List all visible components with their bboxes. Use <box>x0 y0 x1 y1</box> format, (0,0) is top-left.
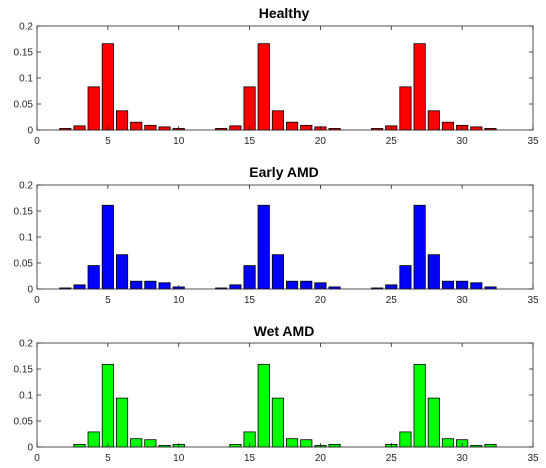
bar <box>399 265 412 290</box>
bar <box>300 280 313 290</box>
bar <box>144 280 157 290</box>
bar <box>470 282 483 290</box>
bar <box>413 363 426 448</box>
bar <box>87 265 100 290</box>
panel-title: Early AMD <box>249 164 319 180</box>
panel-wet-amd: Wet AMD 0 5 10 15 20 25 30 35 0 0.05 0.1 0.15 0.2 <box>14 323 539 464</box>
y-tick-label: 0.1 <box>19 391 33 402</box>
x-tick-label: 15 <box>244 453 256 464</box>
bar <box>257 204 270 290</box>
y-tick-label: 0.05 <box>14 417 34 428</box>
x-tick-label: 35 <box>527 453 539 464</box>
y-tick-label: 0.15 <box>14 207 34 218</box>
bar <box>229 284 242 290</box>
x-tick-label: 10 <box>173 453 185 464</box>
bar <box>286 121 299 131</box>
x-tick-label: 5 <box>105 136 111 147</box>
bar <box>441 438 455 448</box>
bar <box>286 280 299 290</box>
bar <box>257 363 270 448</box>
y-tick-label: 0 <box>27 443 33 454</box>
bar <box>101 43 114 131</box>
y-tick-label: 0.15 <box>14 365 34 376</box>
bar <box>115 254 129 290</box>
panel-healthy: Healthy 0 5 10 15 20 25 30 35 0 0.05 0.1 0.15 0.2 <box>14 5 539 147</box>
bar <box>300 439 313 448</box>
bar <box>271 254 284 290</box>
y-tick-label: 0 <box>27 126 33 137</box>
x-tick-label: 20 <box>315 295 327 306</box>
bar <box>300 124 313 131</box>
bar <box>101 363 114 448</box>
bar <box>441 121 455 131</box>
x-tick-label: 35 <box>527 136 539 147</box>
y-tick-label: 0.2 <box>19 181 33 192</box>
x-tick-label: 15 <box>244 136 256 147</box>
panel-title: Healthy <box>259 5 310 21</box>
x-tick-label: 0 <box>34 453 40 464</box>
bar <box>158 126 171 131</box>
x-tick-label: 35 <box>527 295 539 306</box>
x-tick-label: 20 <box>315 453 327 464</box>
x-tick-label: 25 <box>386 453 398 464</box>
bar <box>427 254 440 290</box>
bar <box>243 86 256 131</box>
bar <box>101 204 114 290</box>
x-tick-label: 25 <box>386 136 398 147</box>
y-tick-label: 0.1 <box>19 233 33 244</box>
y-tick-label: 0 <box>27 285 33 296</box>
y-tick-label: 0.15 <box>14 48 34 59</box>
bar <box>73 125 86 131</box>
panel-title: Wet AMD <box>254 323 315 339</box>
bar <box>427 397 440 448</box>
x-tick-label: 10 <box>173 295 185 306</box>
bar <box>158 282 171 290</box>
bar <box>115 397 129 448</box>
bar <box>73 284 86 290</box>
bar <box>130 121 143 131</box>
x-tick-label: 15 <box>244 295 256 306</box>
bar <box>286 438 299 448</box>
bar <box>470 126 483 131</box>
y-tick-label: 0.05 <box>14 100 34 111</box>
bar <box>115 110 129 131</box>
x-tick-label: 25 <box>386 295 398 306</box>
bar <box>144 124 157 131</box>
bar <box>413 43 426 131</box>
bar <box>144 439 157 448</box>
x-tick-label: 10 <box>173 136 185 147</box>
x-tick-label: 5 <box>105 453 111 464</box>
bar <box>271 110 284 131</box>
x-tick-label: 5 <box>105 295 111 306</box>
bar <box>130 438 143 448</box>
bar <box>130 280 143 290</box>
bar <box>87 431 100 448</box>
bar <box>257 43 270 131</box>
bar <box>229 125 242 131</box>
x-tick-label: 0 <box>34 136 40 147</box>
y-tick-label: 0.2 <box>19 22 33 33</box>
bar <box>271 397 284 448</box>
x-tick-label: 20 <box>315 136 327 147</box>
bar <box>399 86 412 131</box>
x-tick-label: 30 <box>457 453 469 464</box>
y-tick-label: 0.05 <box>14 259 34 270</box>
y-tick-label: 0.1 <box>19 74 33 85</box>
bar <box>399 431 412 448</box>
bar <box>427 110 440 131</box>
bar <box>87 86 100 131</box>
x-tick-label: 30 <box>457 136 469 147</box>
panel-early-amd: Early AMD 0 5 10 15 20 25 30 35 0 0.05 0.1 0.15 0.2 <box>14 164 539 306</box>
y-tick-label: 0.2 <box>19 339 33 350</box>
x-tick-label: 0 <box>34 295 40 306</box>
bar <box>413 204 426 290</box>
x-tick-label: 30 <box>457 295 469 306</box>
bar <box>441 280 455 290</box>
